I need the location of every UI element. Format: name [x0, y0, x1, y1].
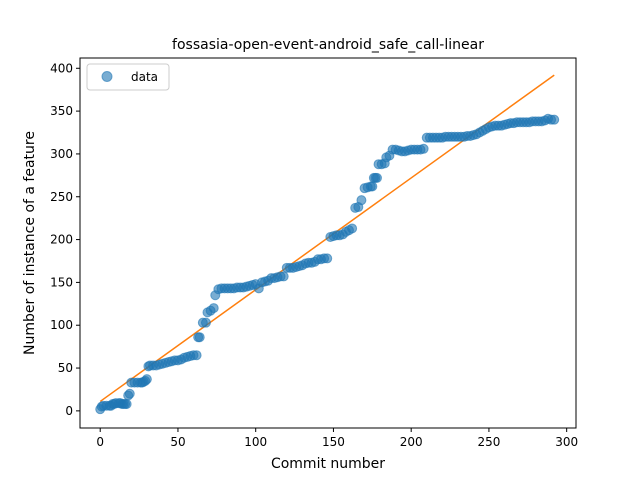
- data-point: [418, 143, 429, 154]
- y-tick-label: 400: [50, 61, 73, 75]
- x-tick-label: 250: [477, 435, 500, 449]
- data-point: [347, 223, 358, 234]
- y-tick-label: 50: [58, 361, 73, 375]
- legend-label-data: data: [131, 70, 158, 84]
- x-axis-label: Commit number: [271, 456, 385, 472]
- plot-frame: [79, 57, 577, 429]
- legend: data: [86, 63, 170, 91]
- x-tick-label: 200: [400, 435, 423, 449]
- data-point: [200, 317, 211, 328]
- y-tick-label: 300: [50, 147, 73, 161]
- x-tick-label: 300: [555, 435, 578, 449]
- y-tick-label: 250: [50, 190, 73, 204]
- data-point: [371, 172, 382, 183]
- data-point: [208, 303, 219, 314]
- y-tick-label: 100: [50, 318, 73, 332]
- y-tick-label: 0: [65, 404, 73, 418]
- y-axis-label: Number of instance of a feature: [22, 131, 38, 355]
- data-point: [194, 332, 205, 343]
- legend-box: [86, 63, 170, 91]
- legend-marker: [101, 71, 113, 82]
- y-tick-label: 350: [50, 104, 73, 118]
- data-point: [278, 271, 289, 282]
- chart-title: fossasia-open-event-android_safe_call-li…: [172, 37, 484, 53]
- x-tick-label: 100: [244, 435, 267, 449]
- data-point: [141, 374, 152, 385]
- x-axis-ticks: 0 50 100 150 200 250 300: [96, 428, 578, 449]
- y-tick-label: 200: [50, 233, 73, 247]
- data-points-layer: [95, 113, 560, 415]
- data-point: [121, 399, 132, 410]
- data-point: [322, 253, 333, 264]
- data-point: [356, 195, 367, 206]
- data-point: [124, 388, 135, 399]
- y-tick-label: 150: [50, 275, 73, 289]
- data-point: [549, 114, 560, 125]
- y-axis-ticks: 0 50 100 150 200 250 300 350 400: [50, 61, 80, 418]
- x-tick-label: 150: [322, 435, 345, 449]
- data-point: [367, 181, 378, 192]
- x-tick-label: 0: [96, 435, 104, 449]
- data-point: [191, 350, 202, 361]
- x-tick-label: 50: [170, 435, 185, 449]
